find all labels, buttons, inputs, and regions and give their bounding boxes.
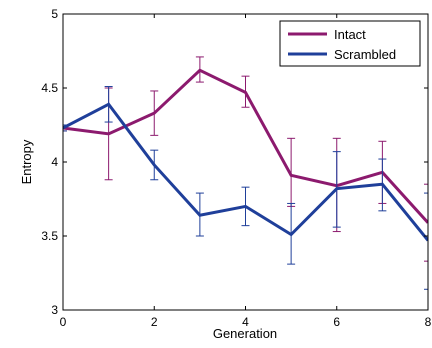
y-tick-label: 4.5 <box>41 81 58 95</box>
series-line-scrambled <box>63 102 428 242</box>
series-scrambled <box>63 86 428 290</box>
y-tick-label: 5 <box>51 7 58 21</box>
x-tick-label: 0 <box>60 315 67 329</box>
legend-label-scrambled: Scrambled <box>334 47 396 62</box>
x-tick-label: 6 <box>333 315 340 329</box>
legend: Intact Scrambled <box>279 20 421 67</box>
y-tick-label: 3.5 <box>41 229 58 243</box>
y-axis-label: Entropy <box>19 139 34 184</box>
x-axis-label: Generation <box>213 326 277 341</box>
x-tick-label: 8 <box>425 315 432 329</box>
x-tick-label: 2 <box>151 315 158 329</box>
legend-label-intact: Intact <box>334 27 366 42</box>
x-tick-label: 4 <box>242 315 249 329</box>
y-tick-label: 3 <box>51 303 58 317</box>
legend-box <box>279 20 421 67</box>
y-tick-label: 4 <box>51 155 58 169</box>
